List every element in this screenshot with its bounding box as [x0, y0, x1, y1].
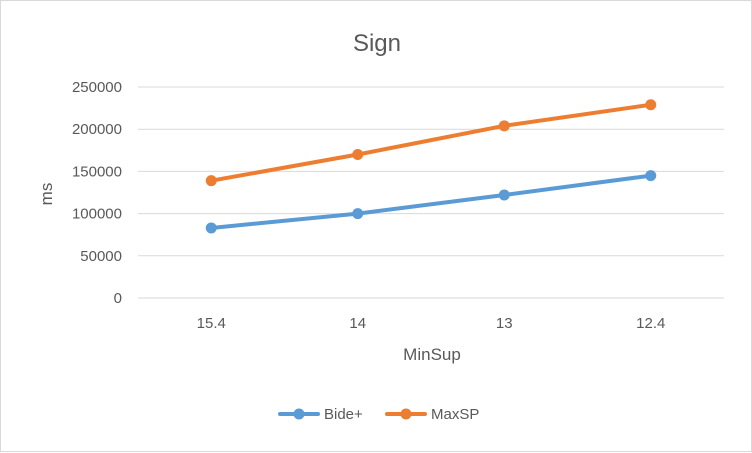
series-line-bide — [209, 173, 653, 230]
data-point-maxsp — [352, 149, 364, 161]
series-line-maxsp — [209, 102, 653, 183]
y-tick-label: 50000 — [80, 248, 122, 265]
data-point-maxsp — [205, 175, 217, 187]
legend: Bide+ MaxSP — [278, 406, 479, 423]
data-point-maxsp — [645, 99, 657, 111]
data-point-bide — [645, 170, 657, 182]
y-axis-label: ms — [37, 183, 56, 206]
x-tick-labels: 15.4 14 13 12.4 — [197, 315, 666, 332]
data-point-maxsp — [498, 120, 510, 132]
data-point-bide — [205, 222, 217, 234]
chart-title: Sign — [353, 30, 401, 57]
legend-label-maxsp: MaxSP — [431, 406, 479, 423]
legend-label-bide: Bide+ — [324, 406, 363, 423]
x-axis-label: MinSup — [403, 345, 461, 364]
x-tick-label: 12.4 — [636, 315, 665, 332]
legend-marker-bide — [293, 408, 305, 420]
y-tick-label: 250000 — [72, 79, 122, 96]
y-tick-label: 100000 — [72, 206, 122, 223]
data-point-bide — [352, 208, 364, 220]
y-tick-label: 150000 — [72, 163, 122, 180]
data-point-bide — [498, 189, 510, 201]
gridlines — [138, 86, 724, 299]
x-tick-label: 13 — [496, 315, 513, 332]
x-tick-label: 14 — [349, 315, 366, 332]
series-group — [205, 99, 657, 234]
x-tick-label: 15.4 — [197, 315, 226, 332]
y-tick-label: 200000 — [72, 121, 122, 138]
legend-marker-maxsp — [400, 408, 412, 420]
y-tick-labels: 0 50000 100000 150000 200000 250000 — [72, 79, 122, 307]
y-tick-label: 0 — [114, 290, 122, 307]
